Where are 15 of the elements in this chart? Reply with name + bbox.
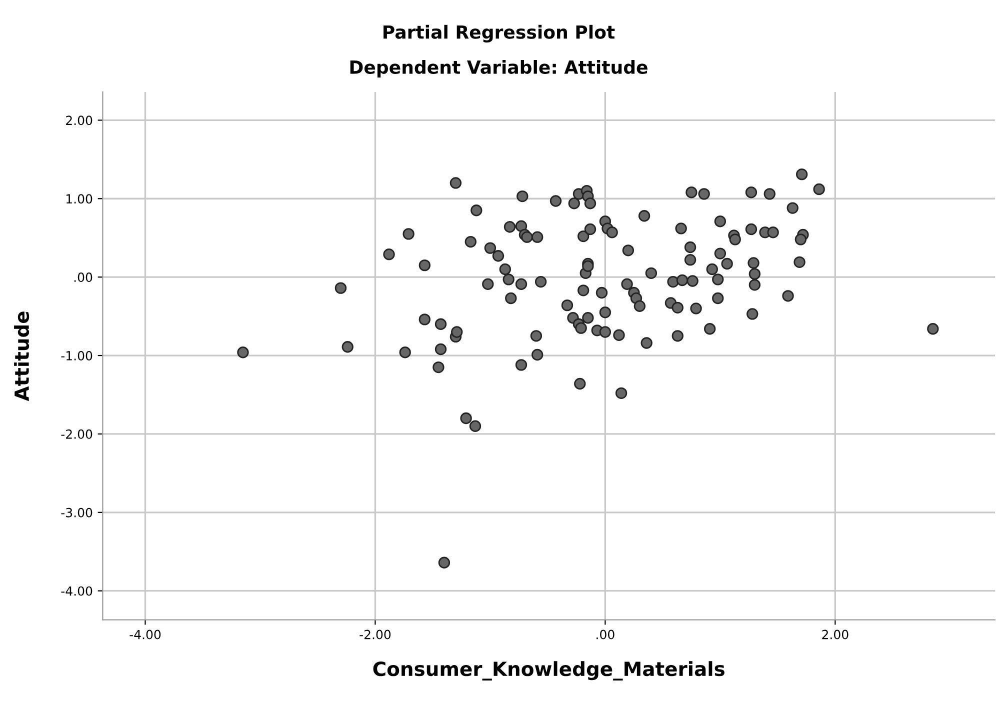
x-tick-label: 2.00 <box>822 630 848 640</box>
y-tick-label: .00 <box>74 272 92 282</box>
x-axis-title: Consumer_Knowledge_Materials <box>373 661 724 680</box>
y-tick-label: 1.00 <box>66 194 92 204</box>
chart-subtitle: Dependent Variable: Attitude <box>350 60 648 78</box>
y-tick-label: 2.00 <box>66 116 92 126</box>
x-tick-label: .00 <box>596 630 614 640</box>
x-tick-label: -4.00 <box>130 630 161 640</box>
chart-title: Partial Regression Plot <box>384 24 615 43</box>
y-tick-label: -2.00 <box>61 429 92 439</box>
y-tick-label: -1.00 <box>61 350 92 360</box>
y-axis-title: Attitude <box>14 312 30 402</box>
y-tick-label: -3.00 <box>61 508 92 518</box>
y-tick-label: -4.00 <box>61 586 92 596</box>
x-tick-label: -2.00 <box>360 630 391 640</box>
